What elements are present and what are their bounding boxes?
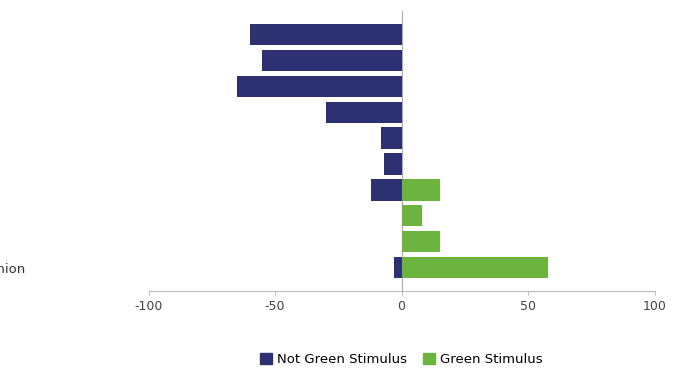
Bar (384, 153, 402, 175)
Bar (402, 205, 422, 226)
Bar (402, 231, 439, 252)
Bar (263, 50, 402, 71)
Bar (381, 128, 402, 149)
Bar (237, 76, 402, 97)
Bar (250, 24, 402, 45)
Bar (394, 257, 402, 278)
Bar (371, 179, 402, 201)
Legend: Not Green Stimulus, Green Stimulus: Not Green Stimulus, Green Stimulus (255, 348, 548, 372)
Bar (402, 257, 548, 278)
Bar (402, 179, 439, 201)
Bar (325, 101, 402, 123)
